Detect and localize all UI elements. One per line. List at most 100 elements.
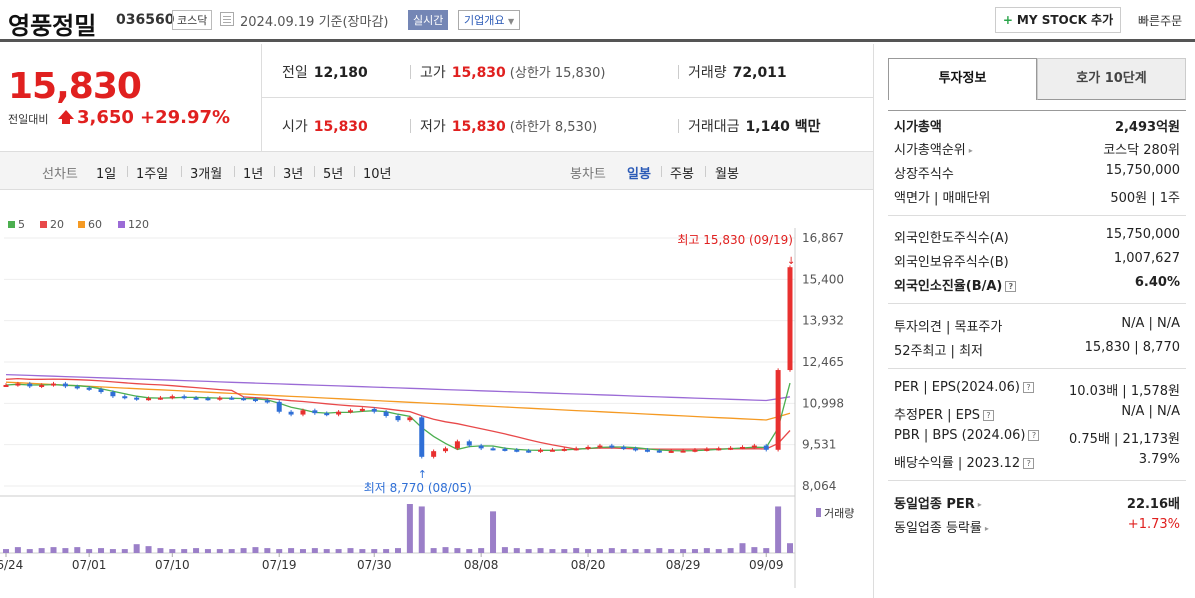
legend-swatch [78,221,85,228]
volume-bar [668,549,675,553]
candle [15,383,21,386]
stock-header: 영풍정밀 036560 코스닥 2024.09.19 기준(장마감) 실시간 기… [0,0,1195,42]
volume-bar [38,548,45,553]
tab-1week[interactable]: 1주일 [136,167,169,182]
y-tick-label: 13,932 [802,314,844,328]
legend-label: 5 [18,218,25,231]
volume-cell: 거래량 72,011 [688,62,787,82]
pbr-row: PBR | BPS (2024.06)? 0.75배 | 21,173원 [888,428,1186,448]
per-value: 10.03배 | 1,578원 [1069,384,1180,399]
tab-1year[interactable]: 1년 [243,167,264,182]
foreign-limit-value: 15,750,000 [1105,227,1180,242]
candle [728,447,734,450]
y-tick-label: 9,531 [802,438,836,452]
legend-label: 120 [128,218,149,231]
market-cap-row: 시가총액 2,493억원 [888,116,1186,136]
volume-bar [181,549,188,553]
volume-bar [418,506,425,553]
y-tick-label: 15,400 [802,272,844,286]
price-panel: 15,830 전일대비 3,650 +29.97% [0,44,262,152]
foreign-holding-label: 외국인보유주식수(B) [894,255,1009,270]
volume-bar [537,548,544,553]
industry-per-label: 동일업종 PER ▸ [894,493,982,512]
per-label: PER | EPS(2024.06)? [894,380,1034,395]
low-arrow-icon: ↑ [418,468,427,481]
volume-bar [478,548,485,553]
tab-order-book[interactable]: 호가 10단계 [1037,58,1186,100]
foreign-rate-value: 6.40% [1134,275,1180,290]
add-my-stock-button[interactable]: + MY STOCK 추가 [995,7,1121,33]
tab-5year[interactable]: 5년 [323,167,344,182]
price-chart[interactable]: 16,867 15,400 13,932 12,465 10,998 9,531 8,064… [0,228,873,598]
candle [252,399,258,402]
x-tick-label: 08/20 [571,558,606,572]
week52-label: 52주최고 | 최저 [894,344,983,359]
amount-label: 거래대금 [688,119,740,135]
volume-bar [430,548,437,553]
candle-chart-label: 봉차트 [570,167,606,182]
prev-close-label: 전일 [282,65,308,81]
tab-monthly[interactable]: 월봉 [715,167,739,182]
volume-bar [608,548,615,553]
tab-daily[interactable]: 일봉 [627,167,651,182]
industry-rate-row[interactable]: 동일업종 등락률 ▸ +1.73% [888,517,1186,537]
x-tick-label: 09/09 [749,558,784,572]
candle [502,448,508,451]
candle [51,383,57,386]
low-label: 저가 [420,119,446,135]
industry-rate-value: +1.73% [1127,517,1180,532]
volume-bar [632,549,639,553]
help-icon[interactable]: ? [1028,430,1040,441]
tab-3month[interactable]: 3개월 [190,167,223,182]
candle [443,448,449,452]
volume-bar [74,547,81,553]
x-tick-label: 07/10 [155,558,190,572]
industry-per-value: 22.16배 [1126,497,1180,512]
tab-3year[interactable]: 3년 [283,167,304,182]
high-value: 15,830 [451,65,506,81]
company-overview-dropdown[interactable]: 기업개요 ▼ [458,10,521,30]
opinion-label: 투자의견 | 목표주가 [894,320,1003,335]
volume-bar [169,549,176,553]
open-value: 15,830 [313,119,368,135]
per-text: PER | EPS(2024.06) [894,380,1020,395]
investment-info-panel: 투자정보 호가 10단계 시가총액 2,493억원 시가총액순위 ▸ 코스닥 280위… [873,44,1195,598]
help-icon[interactable]: ? [982,410,994,421]
foreign-rate-label: 외국인소진율(B/A)? [894,275,1017,294]
y-tick-label: 8,064 [802,479,836,493]
legend-ma20: 20 [40,218,64,231]
tab-investment-info[interactable]: 투자정보 [888,58,1037,100]
current-price: 15,830 [8,66,142,107]
help-icon[interactable]: ? [1022,382,1034,393]
pbr-text: PBR | BPS (2024.06) [894,428,1026,443]
quick-order-button[interactable]: 빠른주문 [1138,14,1183,28]
volume-bar [323,549,330,553]
candle [692,449,698,452]
tab-10year[interactable]: 10년 [363,167,392,182]
volume-bar [644,549,651,553]
realtime-button[interactable]: 실시간 [408,10,449,30]
x-tick-label: 07/01 [72,558,107,572]
legend-swatch [8,221,15,228]
tab-1day[interactable]: 1일 [96,167,117,182]
tab-weekly[interactable]: 주봉 [670,167,694,182]
candle [39,384,45,387]
est-per-label: 추정PER | EPS? [894,404,994,423]
foreign-holding-value: 1,007,627 [1113,251,1180,266]
volume-bar [288,548,295,553]
volume-bar [656,548,663,553]
volume-bar [371,549,378,553]
volume-value: 72,011 [732,65,787,81]
plus-icon: + [1002,13,1013,27]
volume-bar [14,547,21,553]
industry-per-row[interactable]: 동일업종 PER ▸ 22.16배 [888,493,1186,513]
market-cap-rank-row[interactable]: 시가총액순위 ▸ 코스닥 280위 [888,139,1186,159]
opinion-row: 투자의견 | 목표주가 N/A | N/A [888,316,1186,336]
volume-bar [703,548,710,553]
week52-value: 15,830 | 8,770 [1084,340,1180,355]
help-icon[interactable]: ? [1005,281,1017,292]
candle [585,446,591,449]
volume-bar [50,547,57,553]
volume-bar [383,549,390,553]
help-icon[interactable]: ? [1023,458,1035,469]
